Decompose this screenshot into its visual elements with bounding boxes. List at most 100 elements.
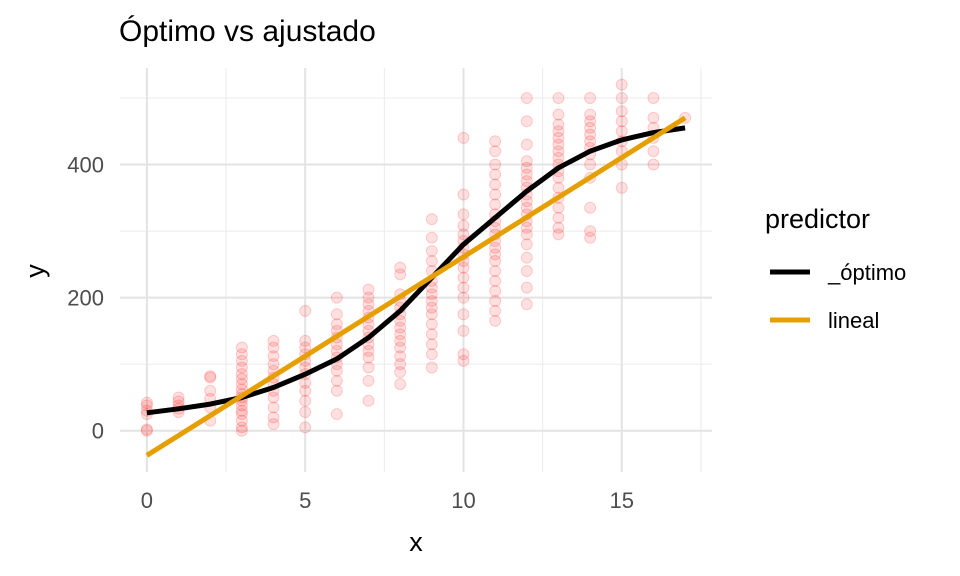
x-tick-label: 10	[451, 488, 475, 513]
scatter-point	[235, 361, 248, 374]
scatter-point	[647, 145, 660, 158]
scatter-point	[204, 371, 217, 384]
scatter-point	[615, 91, 628, 104]
scatter-point	[489, 284, 502, 297]
scatter-point	[489, 198, 502, 211]
scatter-point	[489, 294, 502, 307]
scatter-point	[362, 361, 375, 374]
scatter-point	[489, 145, 502, 158]
scatter-point	[457, 324, 470, 337]
scatter-point	[299, 341, 312, 354]
scatter-point	[584, 225, 597, 238]
scatter-point	[172, 391, 185, 404]
scatter-point	[615, 105, 628, 118]
scatter-point	[330, 318, 343, 331]
scatter-point	[425, 348, 438, 361]
scatter-point	[520, 281, 533, 294]
scatter-point	[140, 424, 153, 437]
scatter-point	[394, 261, 407, 274]
scatter-point	[457, 261, 470, 274]
scatter-point	[489, 314, 502, 327]
scatter-point	[489, 221, 502, 234]
scatter-point	[362, 351, 375, 364]
scatter-point	[584, 128, 597, 141]
scatter-point	[647, 91, 660, 104]
series-lines	[145, 115, 687, 458]
scatter-point	[330, 408, 343, 421]
scatter-point	[140, 423, 153, 436]
scatter-point	[584, 115, 597, 128]
scatter-point	[457, 228, 470, 241]
scatter-point	[520, 264, 533, 277]
scatter-point	[552, 131, 565, 144]
scatter-point	[457, 291, 470, 304]
scatter-point	[520, 115, 533, 128]
scatter-point	[235, 372, 248, 385]
scatter-point	[457, 348, 470, 361]
scatter-point	[394, 366, 407, 379]
scatter-point	[552, 118, 565, 131]
scatter-point	[394, 350, 407, 363]
scatter-point	[204, 384, 217, 397]
scatter-point	[457, 219, 470, 232]
scatter-point	[457, 131, 470, 144]
scatter-point	[584, 231, 597, 244]
scatter-point	[615, 125, 628, 138]
scatter-point	[330, 374, 343, 387]
scatter-point	[615, 78, 628, 91]
scatter-point	[299, 421, 312, 434]
scatter-point	[394, 334, 407, 347]
scatter-point	[299, 394, 312, 407]
scatter-point	[520, 91, 533, 104]
scatter-point	[267, 391, 280, 404]
scatter-point	[457, 188, 470, 201]
scatter-point	[425, 301, 438, 314]
scatter-point	[584, 91, 597, 104]
scatter-point	[552, 211, 565, 224]
scatter-point	[425, 361, 438, 374]
scatter-points	[140, 78, 692, 437]
scatter-point	[425, 328, 438, 341]
scatter-point	[267, 411, 280, 424]
scatter-point	[457, 281, 470, 294]
scatter-point	[552, 108, 565, 121]
scatter-point	[520, 221, 533, 234]
scatter-point	[235, 341, 248, 354]
scatter-point	[425, 288, 438, 301]
scatter-point	[584, 121, 597, 134]
scatter-point	[457, 354, 470, 367]
scatter-point	[299, 406, 312, 419]
scatter-point	[394, 378, 407, 391]
scatter-point	[457, 208, 470, 221]
scatter-point	[267, 418, 280, 431]
scatter-point	[552, 201, 565, 214]
scatter-point	[204, 370, 217, 383]
scatter-point	[520, 168, 533, 181]
x-tick-label: 5	[299, 488, 311, 513]
scatter-point	[267, 401, 280, 414]
scatter-point	[267, 334, 280, 347]
scatter-point	[299, 334, 312, 347]
scatter-point	[584, 135, 597, 148]
scatter-point	[520, 238, 533, 251]
scatter-point	[489, 135, 502, 148]
scatter-point	[584, 158, 597, 171]
scatter-point	[267, 358, 280, 371]
scatter-point	[299, 384, 312, 397]
scatter-point	[235, 414, 248, 427]
scatter-point	[425, 245, 438, 258]
scatter-point	[235, 404, 248, 417]
scatter-point	[362, 283, 375, 296]
scatter-point	[489, 168, 502, 181]
scatter-point	[425, 294, 438, 307]
scatter-point	[425, 338, 438, 351]
scatter-point	[457, 308, 470, 321]
tick-labels: 0 5 10 15 0 200 400	[67, 153, 634, 513]
scatter-point	[299, 304, 312, 317]
scatter-point	[552, 145, 565, 158]
scatter-point	[362, 394, 375, 407]
scatter-point	[520, 228, 533, 241]
scatter-point	[235, 424, 248, 437]
scatter-point	[489, 248, 502, 261]
scatter-point	[520, 201, 533, 214]
